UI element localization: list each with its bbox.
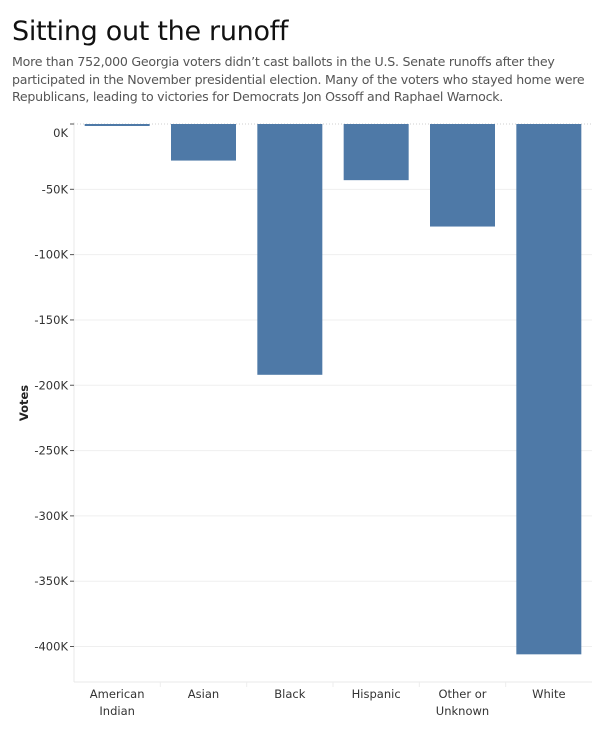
x-category-label: American — [90, 687, 145, 701]
bar-asian[interactable] — [171, 124, 236, 161]
y-tick-label: 0K — [53, 126, 68, 140]
chart-subtitle: More than 752,000 Georgia voters didn’t … — [12, 54, 585, 104]
bars — [84, 124, 582, 655]
chart-title: Sitting out the runoff — [12, 16, 289, 47]
x-category-label: Unknown — [436, 704, 489, 718]
y-axis-title: Votes — [17, 385, 31, 421]
x-category-label: Asian — [188, 687, 219, 701]
x-axis: American Indian Asian Black Hispanic Other or… — [90, 682, 566, 718]
bar-other-or-unknown[interactable] — [430, 124, 495, 227]
y-tick-label: -400K — [34, 640, 68, 654]
bar-white[interactable] — [516, 124, 582, 655]
y-tick-label: -50K — [42, 182, 69, 196]
y-tick-label: -300K — [34, 509, 68, 523]
gridlines — [74, 123, 592, 647]
bar-black[interactable] — [257, 124, 323, 375]
bar-american-indian[interactable] — [84, 124, 150, 126]
y-tick-label: -250K — [34, 444, 68, 458]
y-tick-label: -350K — [34, 574, 68, 588]
x-category-label: Hispanic — [352, 687, 401, 701]
y-tick-label: -200K — [34, 378, 68, 392]
y-tick-label: -150K — [34, 313, 68, 327]
x-category-label: Other or — [438, 687, 486, 701]
x-category-label: Black — [274, 687, 305, 701]
y-tick-label: -100K — [34, 248, 68, 262]
x-category-label: White — [532, 687, 565, 701]
x-category-label: Indian — [99, 704, 135, 718]
bar-hispanic[interactable] — [343, 124, 409, 181]
